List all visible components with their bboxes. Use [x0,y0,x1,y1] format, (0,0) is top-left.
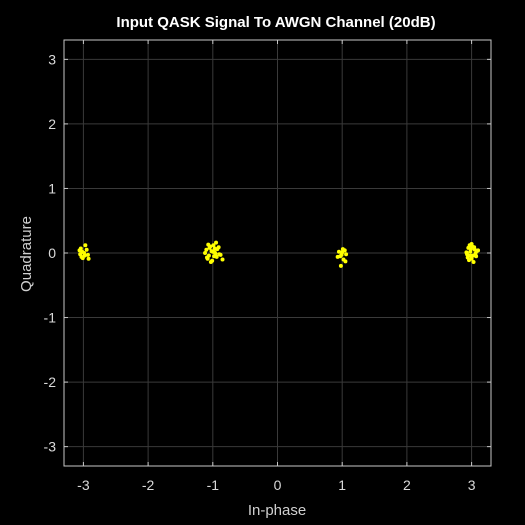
data-point [343,259,347,263]
data-point [79,246,83,250]
data-point [472,245,476,249]
data-point [221,257,225,261]
data-point [470,242,474,246]
data-point [467,258,471,262]
data-point [336,255,340,259]
data-point [474,254,478,258]
data-point [85,248,89,252]
x-axis-label: In-phase [248,502,306,519]
data-point [337,250,341,254]
data-point [219,253,223,257]
data-point [87,257,91,261]
y-tick-label: 3 [48,51,56,67]
y-tick-label: -2 [44,374,57,390]
y-tick-label: 0 [48,245,56,261]
data-point [339,264,343,268]
x-tick-label: -2 [142,477,155,493]
data-point [86,253,90,257]
data-point [82,251,86,255]
data-point [217,245,221,249]
data-point [205,256,209,260]
y-tick-label: -3 [44,439,57,455]
data-point [206,243,210,247]
data-point [209,260,213,264]
y-tick-label: 1 [48,180,56,196]
y-tick-label: -1 [44,310,57,326]
chart-title: Input QASK Signal To AWGN Channel (20dB) [116,14,435,31]
data-point [476,248,480,252]
y-axis-label: Quadrature [18,216,35,292]
data-point [83,243,87,247]
x-tick-label: -1 [207,477,220,493]
data-point [203,251,207,255]
y-tick-label: 2 [48,116,56,132]
data-point [464,250,468,254]
x-tick-label: 1 [338,477,346,493]
x-tick-label: 3 [468,477,476,493]
x-tick-label: -3 [77,477,90,493]
x-tick-label: 0 [274,477,282,493]
data-point [213,252,217,256]
data-point [79,255,83,259]
data-point [213,246,217,250]
data-point [468,254,472,258]
x-tick-label: 2 [403,477,411,493]
data-point [344,252,348,256]
data-point [341,247,345,251]
data-point [472,260,476,264]
data-point [340,253,344,257]
